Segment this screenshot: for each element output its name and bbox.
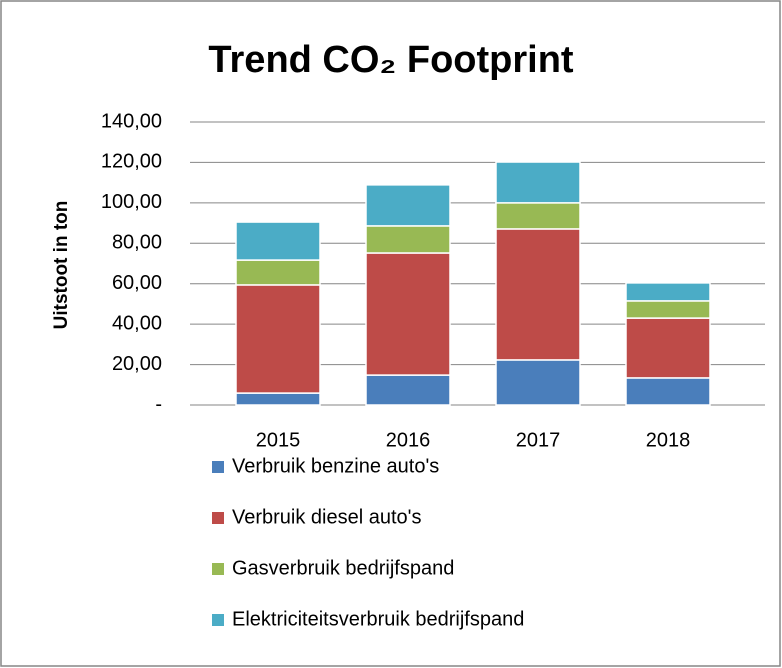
y-tick-label: 140,00 (101, 110, 162, 132)
bar-segment (625, 300, 711, 319)
x-tick-label: 2016 (386, 429, 431, 451)
bar-segment (625, 377, 711, 406)
bar-segment (365, 252, 451, 376)
chart-title: Trend CO₂ Footprint (208, 39, 574, 81)
x-tick-label: 2015 (256, 429, 301, 451)
bar-segment (625, 317, 711, 379)
y-axis-label: Uitstoot in ton (51, 201, 72, 330)
y-tick-label: 80,00 (112, 232, 162, 254)
legend-swatch (212, 512, 224, 524)
bar-segment (365, 225, 451, 254)
bar-segment (495, 228, 581, 361)
bar-segment (235, 392, 321, 406)
legend-label: Verbruik benzine auto's (232, 455, 439, 477)
bar-segment (365, 374, 451, 406)
legend-swatch (212, 563, 224, 575)
x-tick-label: 2017 (516, 429, 561, 451)
bar-segment (495, 161, 581, 204)
legend-label: Gasverbruik bedrijfspand (232, 557, 454, 579)
x-tick-label: 2018 (646, 429, 691, 451)
y-tick-label: - (155, 393, 162, 415)
bar-segment (235, 259, 321, 286)
legend-label: Elektriciteitsverbruik bedrijfspand (232, 608, 524, 630)
bar-segment (625, 282, 711, 302)
legend-swatch (212, 614, 224, 626)
legend-swatch (212, 461, 224, 473)
legend-label: Verbruik diesel auto's (232, 506, 421, 528)
bar-segment (495, 359, 581, 406)
bar-segment (235, 284, 321, 394)
bar-segment (495, 202, 581, 230)
y-tick-label: 20,00 (112, 353, 162, 375)
bar-segment (235, 221, 321, 261)
y-tick-label: 60,00 (112, 272, 162, 294)
bar-segment (365, 184, 451, 227)
y-tick-label: 120,00 (101, 151, 162, 173)
y-tick-label: 40,00 (112, 312, 162, 334)
y-tick-label: 100,00 (101, 191, 162, 213)
